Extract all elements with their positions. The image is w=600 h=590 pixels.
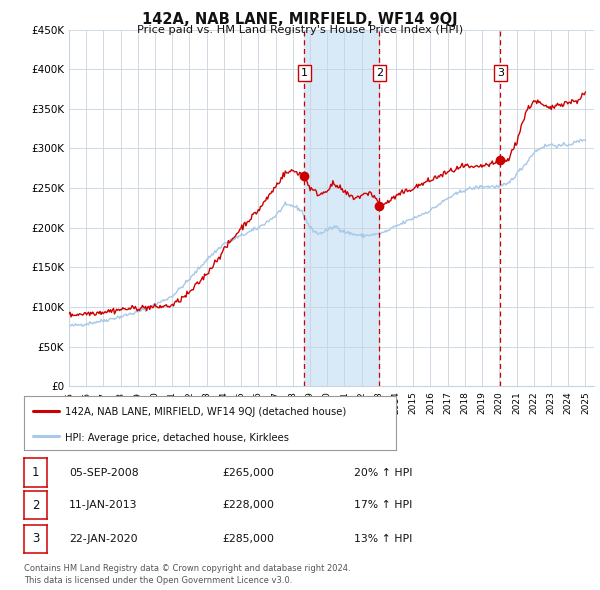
Text: This data is licensed under the Open Government Licence v3.0.: This data is licensed under the Open Gov… <box>24 576 292 585</box>
Text: 1: 1 <box>301 68 308 78</box>
Text: 1: 1 <box>32 466 39 479</box>
Text: 142A, NAB LANE, MIRFIELD, WF14 9QJ: 142A, NAB LANE, MIRFIELD, WF14 9QJ <box>142 12 458 27</box>
Text: £228,000: £228,000 <box>222 500 274 510</box>
Text: 3: 3 <box>32 532 39 545</box>
Text: 2: 2 <box>376 68 383 78</box>
Text: 05-SEP-2008: 05-SEP-2008 <box>69 468 139 477</box>
Bar <box>304 30 379 386</box>
Text: Price paid vs. HM Land Registry's House Price Index (HPI): Price paid vs. HM Land Registry's House … <box>137 25 463 35</box>
Text: 20% ↑ HPI: 20% ↑ HPI <box>354 468 413 477</box>
Text: 2: 2 <box>32 499 39 512</box>
Text: 17% ↑ HPI: 17% ↑ HPI <box>354 500 412 510</box>
Text: Contains HM Land Registry data © Crown copyright and database right 2024.: Contains HM Land Registry data © Crown c… <box>24 563 350 572</box>
Text: 3: 3 <box>497 68 504 78</box>
Text: £265,000: £265,000 <box>222 468 274 477</box>
Text: HPI: Average price, detached house, Kirklees: HPI: Average price, detached house, Kirk… <box>65 433 289 443</box>
Text: 142A, NAB LANE, MIRFIELD, WF14 9QJ (detached house): 142A, NAB LANE, MIRFIELD, WF14 9QJ (deta… <box>65 408 346 417</box>
Text: £285,000: £285,000 <box>222 534 274 543</box>
Text: 22-JAN-2020: 22-JAN-2020 <box>69 534 137 543</box>
Text: 13% ↑ HPI: 13% ↑ HPI <box>354 534 412 543</box>
Text: 11-JAN-2013: 11-JAN-2013 <box>69 500 137 510</box>
